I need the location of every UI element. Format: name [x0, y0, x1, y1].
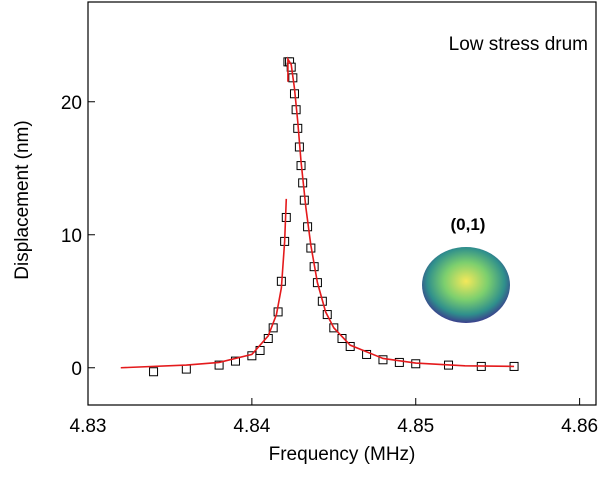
x-tick-label: 4.86	[561, 416, 598, 437]
data-point	[181, 364, 191, 374]
annotation: (0,1)	[451, 215, 486, 234]
plot-frame	[87, 1, 597, 406]
x-tick-label: 4.83	[70, 416, 107, 437]
data-point	[362, 349, 372, 359]
annotation: Low stress drum	[449, 34, 588, 55]
data-point	[214, 360, 224, 370]
y-tick-label: 0	[71, 359, 82, 380]
x-tick-label: 4.85	[397, 416, 434, 437]
fit-line	[120, 56, 515, 369]
data-point	[230, 356, 240, 366]
x-axis-label: Frequency (MHz)	[269, 444, 416, 465]
data-point	[394, 357, 404, 367]
y-axis-label: Displacement (nm)	[12, 120, 33, 279]
data-point	[149, 367, 159, 377]
x-tick-label: 4.84	[233, 416, 270, 437]
data-point	[337, 333, 347, 343]
y-tick-label: 10	[61, 226, 82, 247]
plot-area: 4.83 4.84 4.85 4.86 0 10 20	[61, 56, 598, 437]
y-tick-label: 20	[61, 93, 82, 114]
mode-shape	[422, 247, 510, 323]
